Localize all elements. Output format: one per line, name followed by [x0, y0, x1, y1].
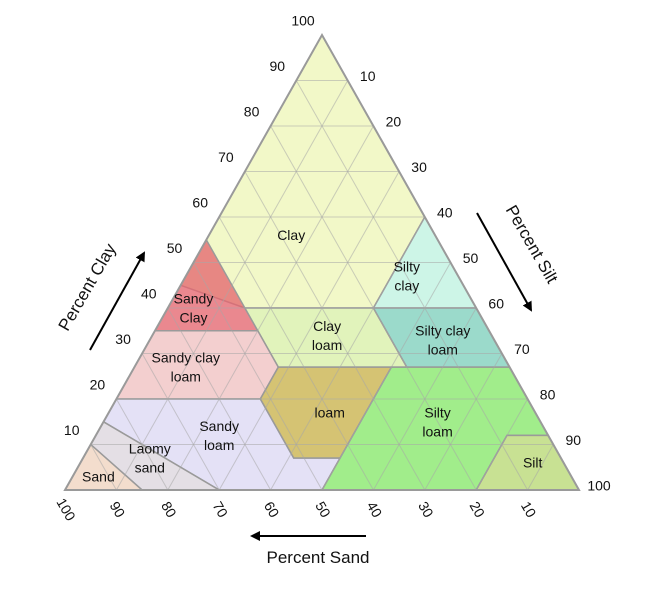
- tick-label: 100: [53, 495, 79, 523]
- tick-label: 30: [115, 331, 131, 347]
- region-label-sandy-clay: Sandy Clay: [174, 291, 214, 326]
- grid-line: [90, 444, 117, 490]
- grid-line: [193, 262, 323, 490]
- tick-label: 40: [141, 286, 157, 302]
- grid-line: [295, 80, 529, 490]
- tick-label: 40: [437, 205, 453, 221]
- grid-line: [475, 398, 529, 490]
- tick-label: 60: [192, 195, 208, 211]
- sand-axis-title: Percent Sand: [266, 548, 369, 567]
- tick-label: 40: [364, 499, 386, 521]
- region-label-line: Silty: [394, 259, 420, 275]
- grid-line: [115, 398, 169, 490]
- region-label-line: Silt: [523, 455, 543, 471]
- clay-axis-title: Percent Clay: [55, 240, 120, 334]
- tick-label: 50: [463, 250, 479, 266]
- region-label-clay: Clay: [277, 227, 305, 243]
- region-label-line: Sand: [82, 468, 115, 484]
- clay-axis-arrow: [89, 251, 145, 351]
- region-label-line: Sandy clay: [152, 350, 220, 366]
- grid-line: [167, 307, 272, 490]
- tick-label: 70: [210, 499, 232, 521]
- region-label-silty-clay-loam: Silty clay loam: [415, 322, 470, 357]
- tick-label: 20: [386, 114, 402, 130]
- region-label-line: sand: [135, 460, 165, 476]
- grid-line: [424, 353, 503, 490]
- region-label-line: clay: [394, 278, 419, 294]
- tick-label: 60: [261, 499, 283, 521]
- region-label-silty-loam: Silty loam: [422, 404, 452, 439]
- tick-label: 70: [514, 341, 530, 357]
- region-label-line: Clay: [179, 310, 207, 326]
- grid-line: [115, 80, 349, 490]
- region-label-line: loam: [422, 423, 452, 439]
- tick-label: 10: [518, 499, 540, 521]
- grid-line: [321, 262, 451, 490]
- region-label-line: loam: [204, 437, 234, 453]
- silt-axis-title-group: Percent Silt: [476, 202, 562, 312]
- tick-label: 60: [488, 296, 504, 312]
- tick-label: 50: [167, 240, 183, 256]
- grid-line: [527, 444, 554, 490]
- grid-line: [244, 171, 426, 490]
- region-label-sandy-loam: Sandy loam: [199, 418, 239, 453]
- grid-line: [141, 353, 220, 490]
- tick-label: 90: [107, 499, 129, 521]
- tick-label: 20: [90, 377, 106, 393]
- grid-line: [372, 307, 477, 490]
- tick-label: 80: [540, 387, 556, 403]
- region-label-line: Sandy: [174, 291, 214, 307]
- tick-label: 90: [566, 432, 582, 448]
- region-label-clay-loam: Clay loam: [312, 318, 342, 353]
- tick-label: 100: [291, 13, 315, 29]
- tick-label: 10: [64, 422, 80, 438]
- region-label-line: Clay: [313, 318, 341, 334]
- tick-label: 80: [158, 499, 180, 521]
- tick-label: 20: [467, 499, 489, 521]
- tick-label: 70: [218, 149, 234, 165]
- region-label-line: Silty: [424, 404, 450, 420]
- region-label-line: loam: [428, 341, 458, 357]
- tick-label: 100: [587, 478, 611, 494]
- region-label-line: loam: [312, 337, 342, 353]
- grid-line: [218, 171, 400, 490]
- region-label-sandy-clay-loam: Sandy clay loam: [152, 350, 220, 385]
- region-label-line: loam: [171, 369, 201, 385]
- region-label-loamy-sand: Laomy sand: [129, 441, 171, 476]
- tick-label: 30: [411, 159, 427, 175]
- region-label-line: Clay: [277, 227, 305, 243]
- axis-ticks: 10 20 30 40 50 60 70 80 90 100 10 20 30 40 50 60 70 80 90 1…: [53, 13, 611, 524]
- sand-axis-title-group: Percent Sand: [250, 531, 370, 567]
- tick-label: 30: [415, 499, 437, 521]
- region-label-silty-clay: Silty clay: [394, 259, 420, 294]
- region-label-line: loam: [315, 405, 345, 421]
- silt-axis-arrow: [476, 212, 532, 312]
- tick-label: 10: [360, 68, 376, 84]
- triangle-outline: [63, 32, 581, 491]
- region-label-line: Silty clay: [415, 322, 470, 338]
- region-label-silt: Silt: [523, 455, 543, 471]
- tick-label: 50: [312, 499, 334, 521]
- tick-label: 90: [270, 58, 286, 74]
- region-label-line: Laomy: [129, 441, 171, 457]
- region-label-sand: Sand: [82, 468, 115, 484]
- triangle-grid: [90, 80, 554, 490]
- tick-label: 80: [244, 104, 260, 120]
- region-label-line: Sandy: [199, 418, 239, 434]
- region-label-loam: loam: [315, 405, 345, 421]
